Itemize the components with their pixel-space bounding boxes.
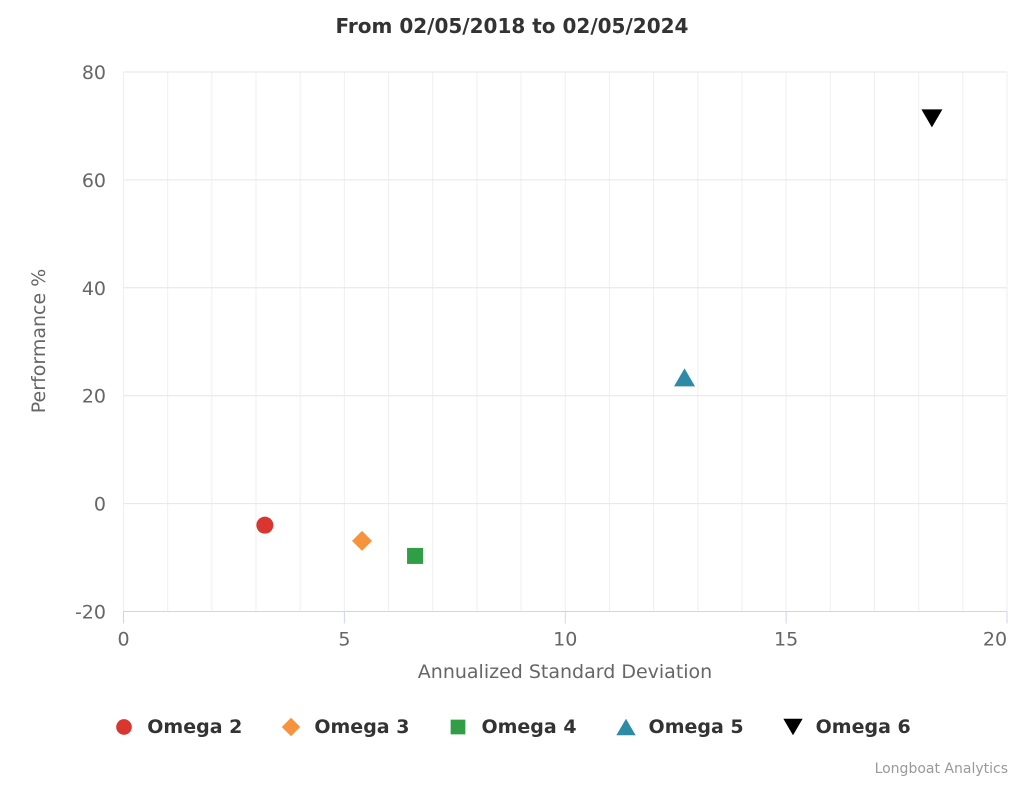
x-axis-title: Annualized Standard Deviation (417, 661, 713, 683)
legend-label: Omega 4 (481, 716, 577, 738)
data-point-omega-4[interactable] (407, 547, 424, 564)
y-tick-label: 40 (82, 278, 106, 300)
x-tick-label: 0 (117, 629, 129, 651)
x-tick-label: 5 (338, 629, 350, 651)
data-point-omega-2[interactable] (256, 516, 274, 534)
y-tick-label: 60 (82, 170, 106, 192)
x-tick-label: 10 (553, 629, 577, 651)
y-tick-label: -20 (75, 602, 106, 624)
omega-5-marker-icon (615, 718, 636, 736)
legend-item-omega-6[interactable]: Omega 6 (782, 716, 911, 738)
legend-label: Omega 2 (147, 716, 243, 738)
legend-item-omega-4[interactable]: Omega 4 (447, 716, 577, 738)
legend-label: Omega 3 (314, 716, 410, 738)
y-tick-label: 0 (94, 494, 106, 516)
data-point-omega-5[interactable] (674, 368, 696, 387)
omega-6-marker-icon (782, 718, 803, 736)
legend-item-omega-3[interactable]: Omega 3 (280, 716, 409, 738)
data-point-omega-6[interactable] (921, 109, 943, 128)
y-tick-label: 20 (82, 386, 106, 408)
chart-title: From 02/05/2018 to 02/05/2024 (335, 14, 689, 38)
omega-5-marker-shape (615, 718, 636, 736)
y-tick-label: 80 (82, 62, 106, 84)
data-point-omega-3[interactable] (352, 530, 373, 551)
omega-4-marker-icon (451, 719, 466, 735)
x-tick-label: 20 (983, 629, 1007, 651)
credits-link[interactable]: Longboat Analytics (874, 761, 1008, 777)
y-axis-title: Performance % (28, 268, 50, 414)
legend: Omega 2 Omega 3 Omega 4 Omega 5 Omega 6 (0, 716, 1024, 738)
legend-item-omega-5[interactable]: Omega 5 (615, 716, 744, 738)
omega-2-marker-shape (116, 719, 133, 735)
omega-2-marker-icon (116, 719, 133, 735)
omega-4-marker-shape (451, 719, 466, 735)
omega-6-marker-shape (782, 718, 803, 736)
omega-3-marker-icon (282, 717, 301, 737)
legend-label: Omega 5 (648, 716, 744, 738)
x-tick-label: 15 (774, 629, 798, 651)
legend-label: Omega 6 (815, 716, 911, 738)
legend-item-omega-2[interactable]: Omega 2 (113, 716, 242, 738)
omega-3-marker-shape (282, 717, 301, 737)
